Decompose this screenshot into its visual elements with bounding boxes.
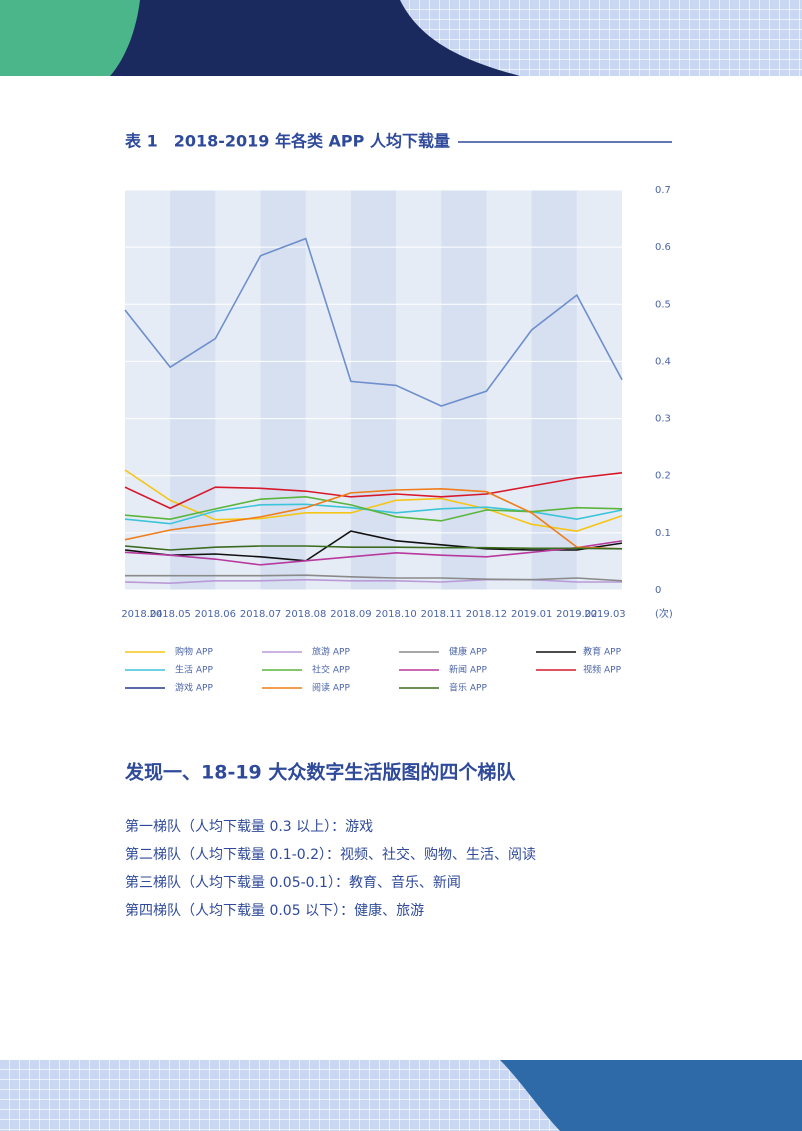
y-tick-label: 0.3 [655, 414, 671, 425]
x-tick-label: 2019.02 [556, 609, 597, 620]
y-tick-label: 0.2 [655, 471, 671, 482]
series-line [124, 472, 623, 510]
series-line [124, 488, 623, 550]
y-tick-label: 0.7 [655, 185, 671, 196]
plot-band [531, 190, 577, 590]
series-line [124, 469, 623, 532]
legend-label: 社交 APP [312, 664, 350, 676]
x-tick-label: 2018.05 [150, 609, 191, 620]
series-line [124, 530, 623, 562]
legend-label: 购物 APP [175, 646, 213, 658]
top-banner [0, 0, 802, 76]
legend-label: 音乐 APP [449, 682, 487, 694]
plot-band [260, 190, 306, 590]
x-tick-label: 2018.09 [330, 609, 371, 620]
x-tick-label: 2019.01 [511, 609, 552, 620]
x-tick-label: 2018.04 [121, 609, 162, 620]
paragraph: 第四梯队（人均下载量 0.05 以下）：健康、旅游 [125, 902, 424, 919]
y-tick-label: 0.1 [655, 528, 671, 539]
legend-label: 视频 APP [583, 664, 621, 676]
x-tick-label: 2018.12 [466, 609, 507, 620]
bottom-banner [0, 1060, 802, 1131]
legend-label: 健康 APP [449, 646, 487, 658]
y-tick-label: 0 [655, 585, 661, 596]
y-tick-label: 0.4 [655, 356, 671, 367]
series-line [124, 237, 623, 407]
series-line [124, 540, 623, 566]
series-line [124, 545, 623, 551]
paragraph: 第三梯队（人均下载量 0.05-0.1）：教育、音乐、新闻 [125, 874, 461, 891]
series-line [124, 496, 623, 522]
y-tick-label: 0.6 [655, 242, 671, 253]
chart-title: 表 1 2018-2019 年各类 APP 人均下载量 [124, 132, 450, 151]
section-title: 发现一、18-19 大众数字生活版图的四个梯队 [124, 761, 516, 784]
x-tick-label: 2018.06 [195, 609, 236, 620]
y-tick-label: 0.5 [655, 299, 671, 310]
x-tick-label: 2018.11 [421, 609, 462, 620]
y-unit: (次) [655, 607, 673, 620]
x-tick-label: 2018.10 [375, 609, 416, 620]
x-tick-label: 2019.03 [584, 609, 625, 620]
series-line [125, 574, 623, 582]
legend-label: 教育 APP [583, 646, 621, 658]
legend-label: 阅读 APP [312, 682, 350, 694]
x-tick-label: 2018.07 [240, 609, 281, 620]
x-tick-label: 2018.08 [285, 609, 326, 620]
paragraph: 第二梯队（人均下载量 0.1-0.2）：视频、社交、购物、生活、阅读 [125, 846, 536, 863]
legend-label: 新闻 APP [449, 664, 487, 676]
legend-label: 生活 APP [175, 664, 213, 676]
plot-band [170, 190, 216, 590]
plot-band [350, 190, 397, 590]
legend-label: 旅游 APP [312, 646, 350, 658]
paragraph: 第一梯队（人均下载量 0.3 以上）：游戏 [125, 818, 373, 835]
plot-band [441, 190, 487, 590]
legend-label: 游戏 APP [175, 682, 213, 694]
